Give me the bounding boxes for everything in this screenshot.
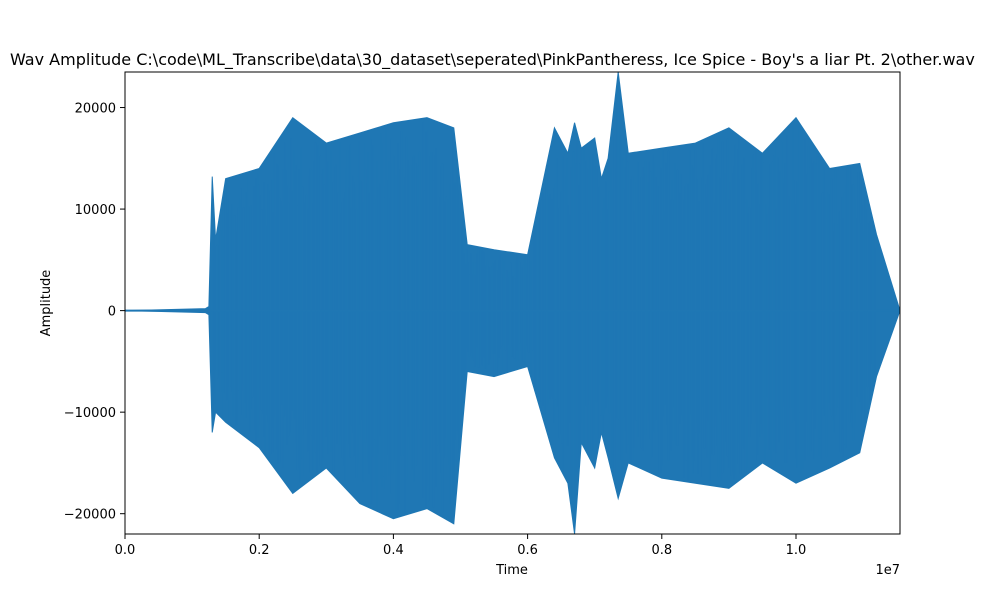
x-tick-label: 0.8 [651,543,672,558]
x-tick-label: 0.6 [517,543,538,558]
x-axis-offset-label: 1e7 [875,563,900,578]
y-tick-label: 0 [108,305,116,320]
y-tick-label: 20000 [75,102,116,117]
signal-peaks [208,83,876,514]
x-tick-label: 0.2 [249,543,270,558]
y-axis-title: Amplitude [39,270,54,337]
y-axis: −20000 −10000 0 10000 20000 [64,102,125,523]
x-tick-label: 1.0 [786,543,807,558]
x-axis: 0.0 0.2 0.4 0.6 0.8 1.0 [115,534,807,558]
plot-frame [124,71,901,535]
chart-title: Wav Amplitude C:\code\ML_Transcribe\data… [10,50,975,70]
y-tick-label: −20000 [64,508,116,523]
plot-area [125,72,900,534]
x-axis-title: Time [495,563,528,578]
y-tick-label: −10000 [64,406,116,421]
x-tick-label: 0.0 [115,543,136,558]
y-tick-label: 10000 [75,203,116,218]
x-tick-label: 0.4 [383,543,404,558]
